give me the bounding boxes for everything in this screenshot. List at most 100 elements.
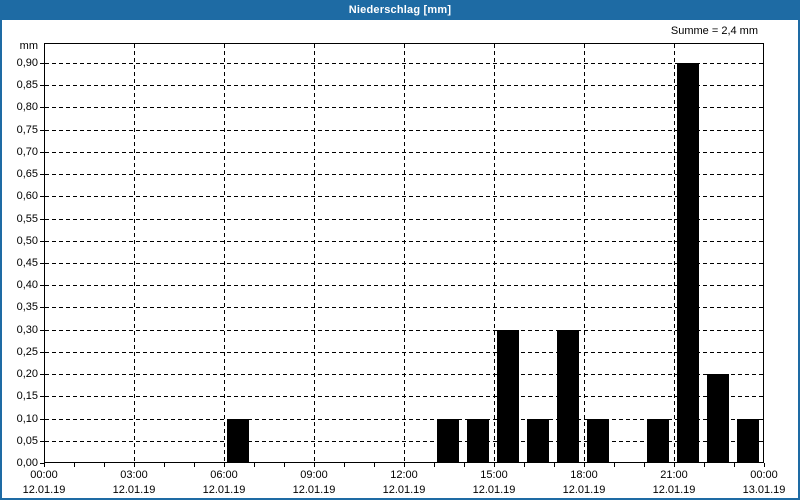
y-axis-tick-label: 0,10	[16, 412, 38, 425]
y-axis-tick-label: 0,15	[16, 390, 38, 403]
x-axis-tick	[104, 463, 105, 467]
x-axis-tick	[254, 463, 255, 467]
x-axis-tick	[434, 463, 435, 467]
x-axis-date-label: 12.01.19	[472, 484, 516, 496]
y-axis-tick-label: 0,20	[16, 368, 38, 381]
y-axis-tick-label: 0,25	[16, 345, 38, 358]
y-axis-tick	[40, 463, 44, 464]
y-axis-tick-label: 0,85	[16, 79, 38, 92]
x-axis-tick	[374, 463, 375, 467]
precipitation-bar	[647, 418, 669, 463]
precipitation-bar	[497, 329, 519, 463]
y-axis-unit-label: mm	[19, 40, 38, 52]
y-axis-tick-label: 0,75	[16, 123, 38, 136]
x-gridline	[134, 44, 135, 462]
x-axis-tick	[44, 463, 45, 467]
y-axis-tick	[40, 129, 44, 131]
y-axis-tick-label: 0,70	[16, 145, 38, 158]
y-axis-tick	[40, 307, 44, 309]
precipitation-bar	[437, 418, 459, 463]
x-axis-tick	[134, 463, 135, 467]
y-axis-tick	[40, 85, 44, 87]
x-axis-time-label: 21:00	[660, 469, 688, 481]
y-axis-tick	[40, 240, 44, 242]
window-titlebar: Niederschlag [mm]	[2, 2, 798, 20]
x-gridline	[404, 44, 405, 462]
y-axis-tick-label: 0,35	[16, 301, 38, 314]
x-axis-tick	[314, 463, 315, 467]
y-axis-tick-label: 0,05	[16, 434, 38, 447]
x-axis-tick	[644, 463, 645, 467]
x-axis-tick	[284, 463, 285, 467]
y-axis-tick	[40, 151, 44, 153]
x-axis-date-label: 12.01.19	[292, 484, 336, 496]
x-axis-tick	[524, 463, 525, 467]
y-axis-tick-label: 0,55	[16, 212, 38, 225]
x-axis-time-label: 15:00	[480, 469, 508, 481]
y-axis-tick	[40, 374, 44, 376]
x-axis-tick	[494, 463, 495, 467]
x-axis-time-label: 18:00	[570, 469, 598, 481]
y-axis-tick	[40, 351, 44, 353]
y-axis-tick	[40, 285, 44, 287]
y-axis-tick-label: 0,65	[16, 168, 38, 181]
x-gridline	[314, 44, 315, 462]
y-axis-tick-label: 0,00	[16, 457, 38, 469]
precipitation-bar	[227, 418, 249, 463]
x-axis-date-label: 13.01.19	[742, 484, 786, 496]
x-gridline	[674, 44, 675, 462]
x-gridline	[224, 44, 225, 462]
x-axis-tick	[164, 463, 165, 467]
sum-label: Summe = 2,4 mm	[670, 25, 758, 37]
y-axis-tick	[40, 263, 44, 264]
x-axis-date-label: 12.01.19	[202, 484, 246, 496]
y-axis-tick-label: 0,50	[16, 234, 38, 247]
x-axis-date-label: 12.01.19	[652, 484, 696, 496]
precipitation-bar	[467, 418, 489, 463]
y-axis-tick-label: 0,90	[16, 57, 38, 69]
y-axis-tick-label: 0,40	[16, 279, 38, 292]
y-axis-tick	[40, 329, 44, 331]
y-axis-tick	[40, 107, 44, 109]
y-axis-tick	[40, 196, 44, 198]
y-axis-tick	[40, 63, 44, 64]
x-axis-tick	[194, 463, 195, 467]
precipitation-bar	[737, 418, 759, 463]
x-axis-tick	[764, 463, 765, 467]
x-axis-time-label: 12:00	[390, 469, 418, 481]
x-axis-time-label: 06:00	[210, 469, 238, 481]
x-gridline	[494, 44, 495, 462]
y-axis-tick	[40, 396, 44, 398]
x-axis-tick	[674, 463, 675, 467]
x-axis-tick	[74, 463, 75, 467]
y-axis-tick	[40, 440, 44, 442]
y-axis-tick	[40, 218, 44, 220]
x-axis-tick	[554, 463, 555, 467]
precipitation-bar	[707, 374, 729, 463]
x-axis-time-label: 00:00	[30, 469, 58, 481]
x-axis-date-label: 12.01.19	[22, 484, 66, 496]
precipitation-bar	[677, 63, 699, 463]
y-axis-tick-label: 0,80	[16, 101, 38, 114]
y-axis-tick-label: 0,30	[16, 323, 38, 336]
y-axis-tick	[40, 418, 44, 420]
precipitation-bar	[587, 418, 609, 463]
y-axis-tick-label: 0,45	[16, 257, 38, 269]
chart-title: Niederschlag [mm]	[348, 4, 452, 16]
x-axis-date-label: 12.01.19	[562, 484, 606, 496]
x-axis-tick	[584, 463, 585, 467]
x-axis-tick	[614, 463, 615, 467]
x-axis-tick	[404, 463, 405, 467]
x-axis-date-label: 12.01.19	[382, 484, 426, 496]
x-axis-time-label: 00:00	[750, 469, 778, 481]
y-axis-tick-label: 0,60	[16, 190, 38, 203]
x-axis-time-label: 09:00	[300, 469, 328, 481]
x-axis-tick	[224, 463, 225, 467]
x-axis-tick	[734, 463, 735, 467]
x-axis-date-label: 12.01.19	[112, 484, 156, 496]
x-axis-tick	[344, 463, 345, 467]
precipitation-bar	[557, 329, 579, 463]
x-axis-tick	[464, 463, 465, 467]
x-gridline	[584, 44, 585, 462]
